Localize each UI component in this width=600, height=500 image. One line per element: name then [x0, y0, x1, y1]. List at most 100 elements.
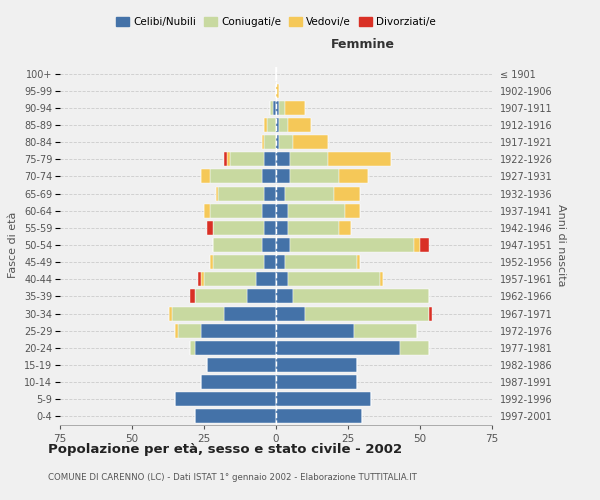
- Bar: [287, 118, 311, 132]
- Bar: [224, 306, 276, 320]
- Bar: [279, 101, 284, 115]
- Bar: [284, 255, 356, 269]
- Bar: [276, 306, 305, 320]
- Bar: [276, 290, 293, 304]
- Bar: [201, 375, 276, 389]
- Bar: [215, 186, 218, 200]
- Bar: [230, 152, 265, 166]
- Bar: [287, 204, 345, 218]
- Bar: [175, 392, 276, 406]
- Bar: [270, 101, 273, 115]
- Text: COMUNE DI CARENNO (LC) - Dati ISTAT 1° gennaio 2002 - Elaborazione TUTTITALIA.IT: COMUNE DI CARENNO (LC) - Dati ISTAT 1° g…: [48, 472, 417, 482]
- Bar: [356, 255, 359, 269]
- Bar: [276, 392, 371, 406]
- Bar: [276, 358, 356, 372]
- Text: Femmine: Femmine: [331, 38, 394, 51]
- Bar: [201, 324, 276, 338]
- Bar: [172, 306, 224, 320]
- Bar: [210, 204, 262, 218]
- Bar: [279, 135, 293, 149]
- Y-axis label: Fasce di età: Fasce di età: [8, 212, 19, 278]
- Bar: [169, 306, 172, 320]
- Bar: [204, 204, 210, 218]
- Bar: [276, 238, 290, 252]
- Bar: [276, 375, 356, 389]
- Bar: [287, 221, 340, 235]
- Bar: [265, 135, 276, 149]
- Bar: [210, 170, 262, 183]
- Bar: [276, 341, 400, 355]
- Bar: [204, 272, 256, 286]
- Bar: [227, 152, 230, 166]
- Bar: [340, 221, 351, 235]
- Bar: [262, 238, 276, 252]
- Bar: [262, 170, 276, 183]
- Bar: [256, 272, 276, 286]
- Text: Popolazione per età, sesso e stato civile - 2002: Popolazione per età, sesso e stato civil…: [48, 442, 402, 456]
- Bar: [400, 341, 428, 355]
- Bar: [178, 324, 201, 338]
- Bar: [276, 272, 287, 286]
- Bar: [420, 238, 428, 252]
- Bar: [212, 238, 262, 252]
- Bar: [276, 324, 354, 338]
- Bar: [334, 186, 359, 200]
- Bar: [268, 118, 276, 132]
- Bar: [276, 221, 287, 235]
- Bar: [276, 170, 290, 183]
- Bar: [265, 152, 276, 166]
- Bar: [305, 306, 428, 320]
- Bar: [276, 255, 284, 269]
- Bar: [287, 272, 380, 286]
- Bar: [340, 170, 368, 183]
- Y-axis label: Anni di nascita: Anni di nascita: [556, 204, 566, 286]
- Bar: [276, 84, 279, 98]
- Bar: [276, 101, 279, 115]
- Bar: [276, 135, 279, 149]
- Bar: [218, 186, 265, 200]
- Bar: [265, 186, 276, 200]
- Bar: [265, 255, 276, 269]
- Bar: [265, 221, 276, 235]
- Bar: [290, 170, 340, 183]
- Bar: [290, 238, 414, 252]
- Bar: [414, 238, 420, 252]
- Bar: [265, 118, 268, 132]
- Bar: [293, 290, 428, 304]
- Bar: [175, 324, 178, 338]
- Bar: [276, 204, 287, 218]
- Bar: [212, 221, 265, 235]
- Bar: [345, 204, 359, 218]
- Bar: [354, 324, 417, 338]
- Bar: [273, 101, 276, 115]
- Bar: [212, 255, 265, 269]
- Bar: [284, 186, 334, 200]
- Bar: [190, 290, 196, 304]
- Legend: Celibi/Nubili, Coniugati/e, Vedovi/e, Divorziati/e: Celibi/Nubili, Coniugati/e, Vedovi/e, Di…: [112, 12, 440, 31]
- Bar: [276, 410, 362, 424]
- Bar: [210, 255, 212, 269]
- Bar: [247, 290, 276, 304]
- Bar: [276, 186, 284, 200]
- Bar: [293, 135, 328, 149]
- Bar: [190, 341, 196, 355]
- Bar: [276, 118, 279, 132]
- Bar: [207, 358, 276, 372]
- Bar: [201, 272, 204, 286]
- Bar: [284, 101, 305, 115]
- Bar: [328, 152, 391, 166]
- Bar: [428, 306, 431, 320]
- Bar: [201, 170, 210, 183]
- Bar: [224, 152, 227, 166]
- Bar: [276, 152, 290, 166]
- Bar: [196, 341, 276, 355]
- Bar: [198, 272, 201, 286]
- Bar: [290, 152, 328, 166]
- Bar: [196, 290, 247, 304]
- Bar: [196, 410, 276, 424]
- Bar: [262, 204, 276, 218]
- Bar: [279, 118, 287, 132]
- Bar: [380, 272, 383, 286]
- Bar: [207, 221, 212, 235]
- Bar: [262, 135, 265, 149]
